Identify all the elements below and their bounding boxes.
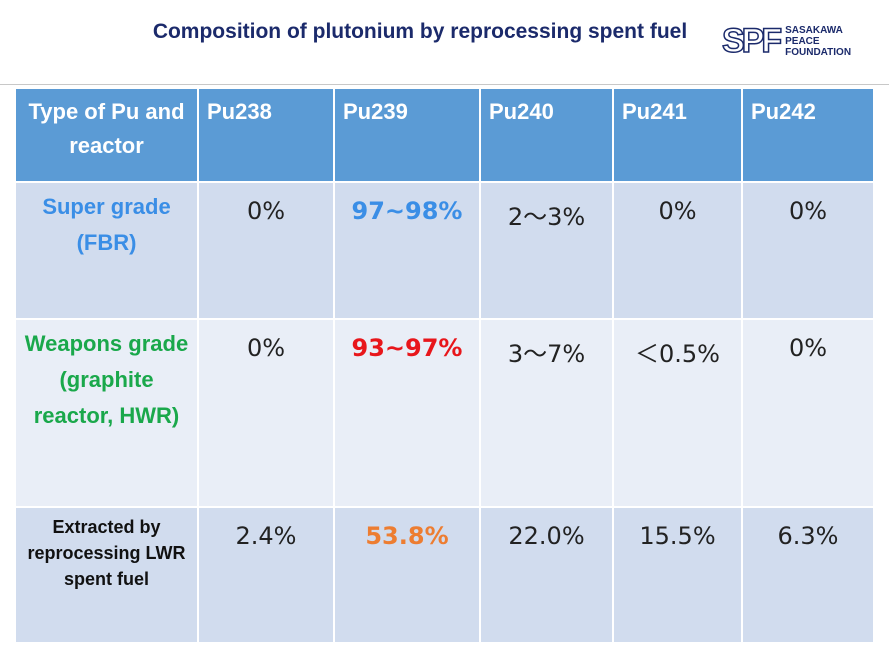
- cell: ＜0.5%: [612, 318, 743, 508]
- row-label: Weapons grade (graphite reactor, HWR): [14, 318, 199, 508]
- column-header: Type of Pu and reactor: [14, 87, 199, 183]
- cell: 93~97%: [333, 318, 481, 508]
- table-row: Extracted by reprocessing LWR spent fuel…: [14, 506, 875, 644]
- row-label: Extracted by reprocessing LWR spent fuel: [14, 506, 199, 644]
- cell: 0%: [741, 181, 875, 320]
- table-row: Weapons grade (graphite reactor, HWR) 0% 9…: [14, 318, 875, 508]
- divider: [0, 84, 889, 85]
- column-header: Pu239: [333, 87, 481, 183]
- cell: 0%: [741, 318, 875, 508]
- table-body: Super grade (FBR) 0% 97~98% 2～3% 0% 0% Weapons…: [14, 181, 875, 644]
- cell: 97~98%: [333, 181, 481, 320]
- logo-line: PEACE: [785, 36, 820, 47]
- column-header: Pu241: [612, 87, 743, 183]
- column-header: Pu238: [197, 87, 335, 183]
- cell: 2～3%: [479, 181, 614, 320]
- cell: 6.3%: [741, 506, 875, 644]
- logo-line: SASAKAWA: [785, 25, 843, 36]
- row-label: Super grade (FBR): [14, 181, 199, 320]
- cell: 0%: [197, 181, 335, 320]
- column-header: Pu240: [479, 87, 614, 183]
- cell: 15.5%: [612, 506, 743, 644]
- header-row: Type of Pu and reactor Pu238 Pu239 Pu240 Pu2…: [14, 87, 875, 183]
- cell: 0%: [612, 181, 743, 320]
- table: Type of Pu and reactor Pu238 Pu239 Pu240 Pu2…: [14, 87, 875, 644]
- cell: 3～7%: [479, 318, 614, 508]
- title: Composition of plutonium by reprocessing…: [152, 20, 688, 43]
- logo: SPF SASAKAWA PEACE FOUNDATION: [721, 21, 851, 61]
- logo-text: SASAKAWA PEACE FOUNDATION: [785, 25, 851, 58]
- logo-mark: SPF: [721, 21, 783, 61]
- cell: 22.0%: [479, 506, 614, 644]
- column-header: Pu242: [741, 87, 875, 183]
- cell: 0%: [197, 318, 335, 508]
- logo-line: FOUNDATION: [785, 47, 852, 58]
- cell: 53.8%: [333, 506, 481, 644]
- cell: 2.4%: [197, 506, 335, 644]
- table-row: Super grade (FBR) 0% 97~98% 2～3% 0% 0%: [14, 181, 875, 320]
